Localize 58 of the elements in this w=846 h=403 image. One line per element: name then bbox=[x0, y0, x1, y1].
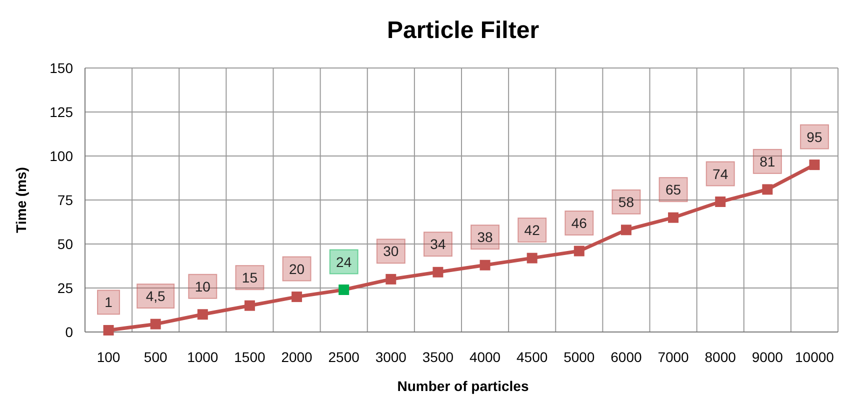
point bbox=[809, 160, 820, 170]
data-label: 34 bbox=[430, 236, 446, 252]
data-label: 81 bbox=[760, 153, 776, 170]
x-tick-label: 7000 bbox=[658, 349, 690, 365]
x-tick-label: 4500 bbox=[516, 349, 548, 365]
point bbox=[762, 184, 773, 195]
x-tick-label: 1500 bbox=[234, 349, 266, 365]
point bbox=[386, 274, 396, 284]
point bbox=[103, 324, 114, 336]
point bbox=[150, 318, 161, 330]
point bbox=[715, 196, 726, 208]
point bbox=[197, 309, 208, 320]
data-label: 10 bbox=[194, 278, 211, 294]
data-label: 65 bbox=[665, 182, 682, 198]
data-label: 30 bbox=[383, 243, 399, 260]
x-axis-title: Number of particles bbox=[397, 378, 529, 394]
point bbox=[574, 246, 584, 256]
point bbox=[432, 266, 444, 278]
y-tick-label: 150 bbox=[50, 60, 74, 76]
data-label: 38 bbox=[477, 229, 494, 246]
point bbox=[668, 212, 679, 223]
x-tick-label: 2500 bbox=[328, 349, 360, 365]
y-axis-title: Time (ms) bbox=[13, 167, 29, 233]
x-tick-label: 3500 bbox=[422, 349, 454, 365]
data-label: 42 bbox=[524, 222, 540, 238]
y-tick-label: 75 bbox=[57, 192, 74, 208]
x-tick-label: 10000 bbox=[795, 349, 834, 365]
chart-title: Particle Filter bbox=[386, 17, 540, 44]
x-tick-label: 100 bbox=[96, 349, 120, 365]
y-tick-label: 0 bbox=[65, 324, 74, 340]
point bbox=[338, 284, 350, 296]
point bbox=[292, 292, 302, 302]
point bbox=[620, 224, 632, 236]
y-tick-label: 25 bbox=[57, 280, 74, 296]
point bbox=[480, 260, 490, 270]
x-tick-label: 5000 bbox=[564, 349, 595, 365]
point bbox=[526, 252, 538, 264]
data-label: 58 bbox=[618, 194, 634, 210]
point bbox=[244, 300, 255, 311]
data-label: 74 bbox=[712, 166, 728, 182]
data-label: 20 bbox=[288, 260, 305, 277]
y-tick-label: 50 bbox=[57, 236, 74, 252]
data-label: 4,5 bbox=[146, 288, 166, 304]
data-label: 95 bbox=[806, 128, 822, 145]
data-label: 24 bbox=[336, 254, 352, 270]
x-tick-label: 6000 bbox=[610, 349, 642, 365]
x-tick-label: 2000 bbox=[281, 349, 313, 365]
x-tick-label: 4000 bbox=[469, 349, 501, 365]
data-label: 46 bbox=[571, 215, 588, 232]
x-tick-label: 1000 bbox=[187, 349, 218, 365]
x-tick-label: 9000 bbox=[752, 349, 784, 365]
x-tick-label: 3000 bbox=[375, 349, 407, 365]
y-tick-label: 100 bbox=[50, 148, 74, 164]
y-tick-label: 125 bbox=[50, 104, 74, 120]
data-label: 1 bbox=[104, 294, 113, 310]
x-tick-label: 8000 bbox=[704, 349, 736, 365]
data-label: 15 bbox=[242, 270, 258, 286]
x-tick-label: 500 bbox=[144, 349, 168, 365]
